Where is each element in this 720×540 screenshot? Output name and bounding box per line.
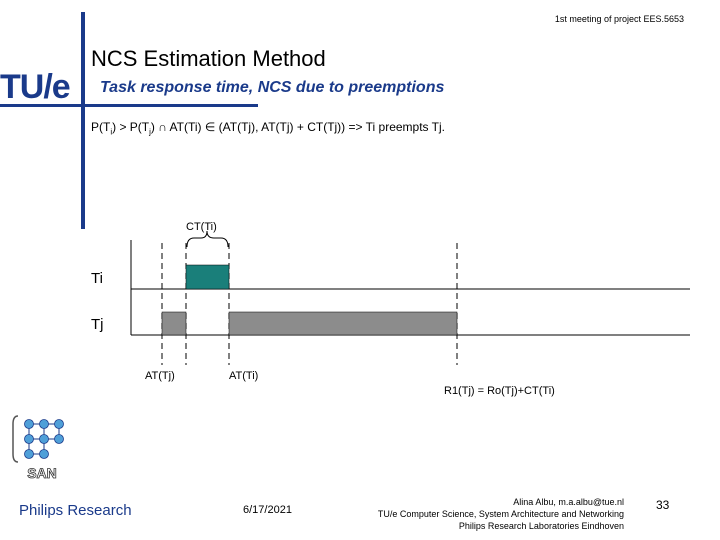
- slide-date: 6/17/2021: [243, 504, 292, 516]
- condition-sub-j: j: [149, 127, 151, 137]
- san-logo: SAN: [12, 415, 64, 481]
- condition-part-2: ) > P(T: [112, 120, 150, 134]
- philips-research: Philips Research: [19, 502, 132, 519]
- at-tj-label: AT(Tj): [145, 370, 175, 382]
- author-line-2: TU/e Computer Science, System Architectu…: [377, 509, 624, 519]
- author-line-3: Philips Research Laboratories Eindhoven: [458, 521, 624, 531]
- tj-execution-block-2: [228, 311, 458, 336]
- task-tj-label: Tj: [91, 316, 104, 333]
- ct-brace: [186, 230, 229, 248]
- meeting-header: 1st meeting of project EES.5653: [554, 14, 684, 24]
- ti-execution-block: [185, 264, 230, 290]
- slide-subtitle: Task response time, NCS due to preemptio…: [100, 79, 445, 96]
- san-text: SAN: [27, 465, 57, 481]
- at-ti-label: AT(Ti): [229, 370, 259, 382]
- ct-ti-label: CT(Ti): [186, 221, 217, 233]
- slide-title: NCS Estimation Method: [91, 46, 326, 71]
- page-number: 33: [656, 498, 670, 512]
- network-nodes-icon: [24, 419, 64, 459]
- tue-logo: TU/e: [0, 68, 71, 106]
- task-ti-label: Ti: [91, 270, 103, 287]
- author-info: Alina Albu, m.a.albu@tue.nl TU/e Compute…: [344, 496, 624, 532]
- preemption-condition: P(Ti) > P(Tj) ∩ AT(Ti) ∈ (AT(Tj), AT(Tj)…: [91, 120, 445, 136]
- response-time-formula: R1(Tj) = Ro(Tj)+CT(Ti): [444, 385, 555, 397]
- san-bracket-icon: [12, 415, 19, 463]
- horizontal-divider: [0, 104, 258, 107]
- tj-execution-block-1: [161, 311, 187, 336]
- condition-part-3: ) ∩ AT(Ti) ∈ (AT(Tj), AT(Tj) + CT(Tj)) =…: [150, 120, 445, 134]
- author-line-1: Alina Albu, m.a.albu@tue.nl: [513, 497, 624, 507]
- condition-part-1: P(T: [91, 120, 111, 134]
- vertical-divider: [81, 12, 85, 229]
- condition-sub-i: i: [110, 127, 113, 137]
